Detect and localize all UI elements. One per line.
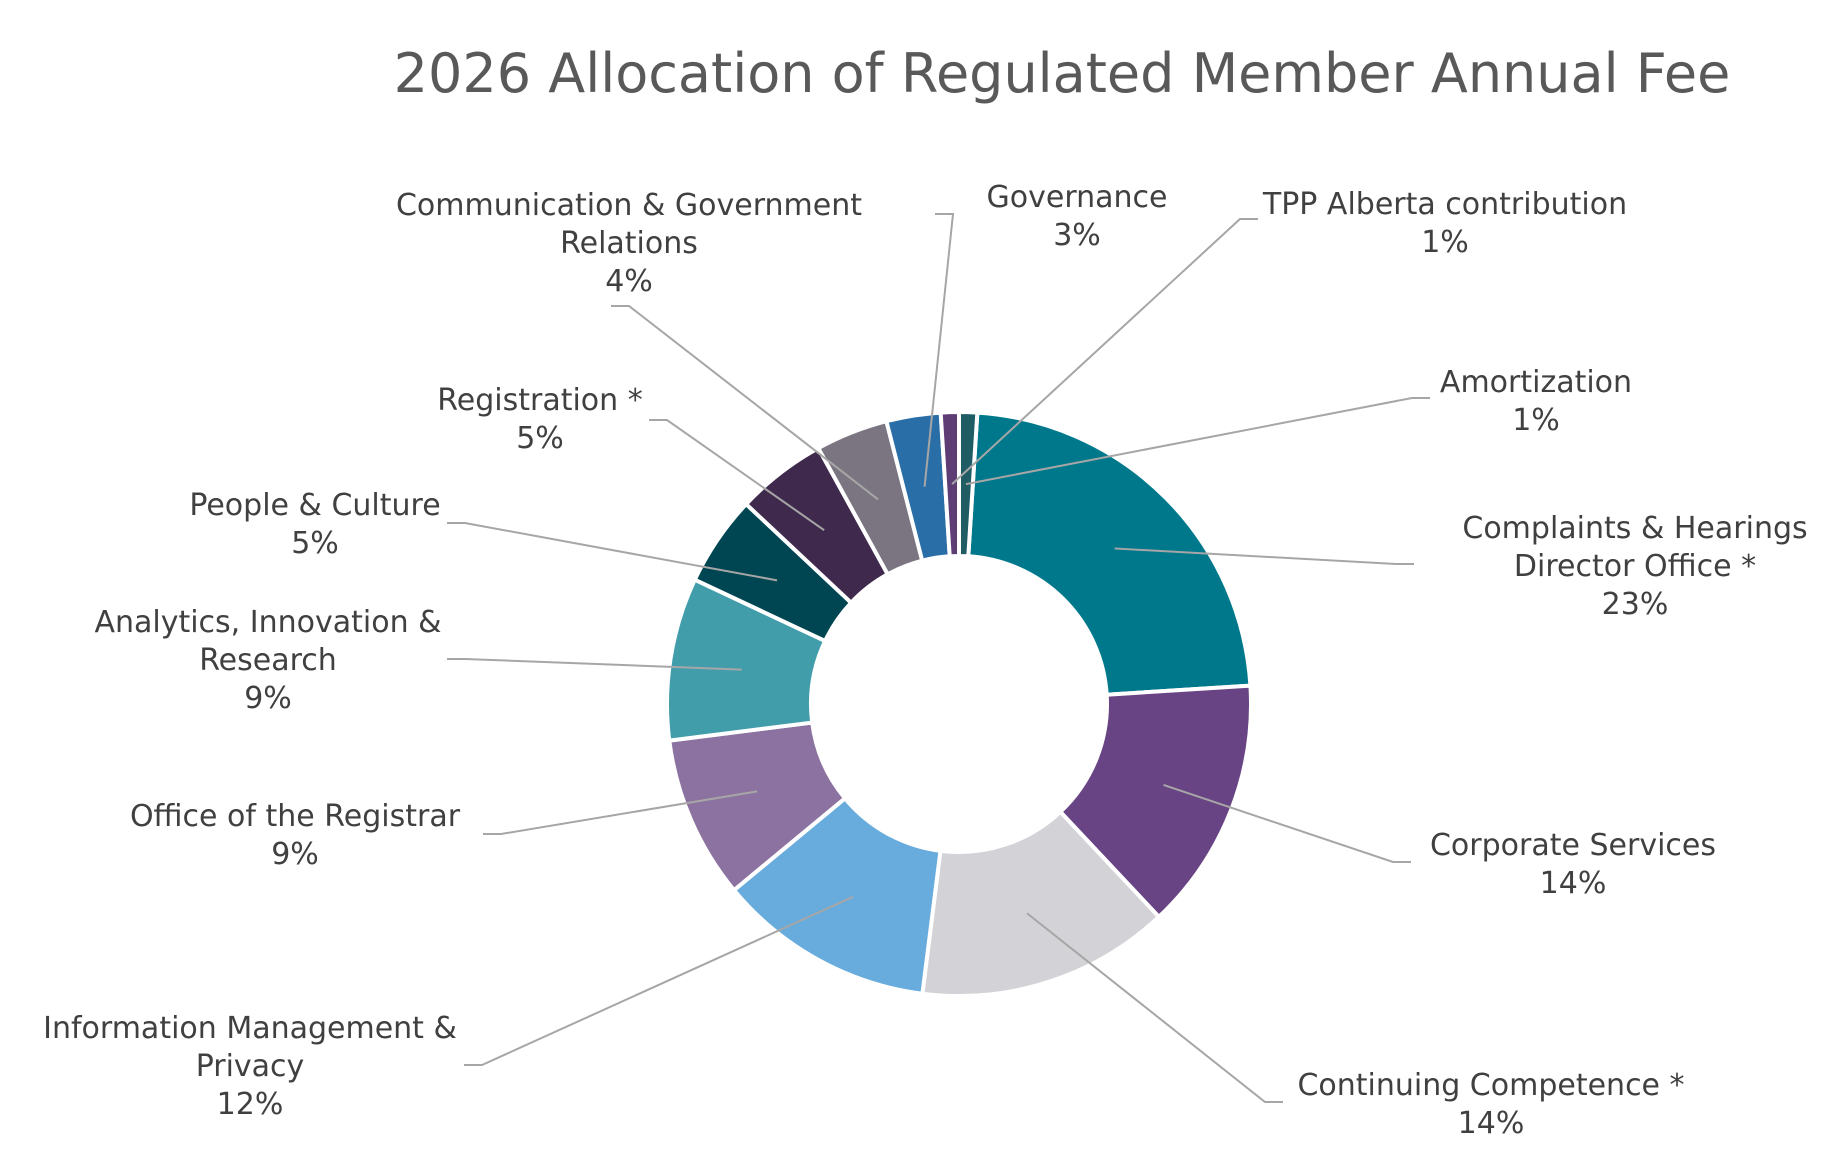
donut-slices xyxy=(665,409,1253,998)
leader-line xyxy=(951,218,1258,485)
slice-label: Corporate Services 14% xyxy=(1430,828,1716,901)
slice-category-label: Complaints & Hearings xyxy=(1462,511,1807,546)
leader-line xyxy=(1026,912,1283,1103)
slice-value-label: 14% xyxy=(1540,866,1607,901)
slice-label: Communication & Government Relations 4% xyxy=(396,188,862,299)
leader-line xyxy=(447,522,778,582)
donut-slice xyxy=(966,410,1253,697)
slice-label: Amortization 1% xyxy=(1440,365,1632,438)
leader-line xyxy=(1114,547,1414,565)
leader-line xyxy=(965,397,1430,486)
slice-label: Governance 3% xyxy=(987,180,1168,253)
slice-label: Analytics, Innovation & Research 9% xyxy=(94,605,441,716)
leader-lines xyxy=(447,213,1430,1103)
slice-category-label: Office of the Registrar xyxy=(130,799,461,834)
leader-line xyxy=(483,790,758,835)
slice-value-label: 5% xyxy=(291,526,339,561)
slice-label: Information Management & Privacy 12% xyxy=(43,1011,457,1122)
slice-labels: Complaints & Hearings Director Office * 23… xyxy=(43,180,1808,1141)
leader-line xyxy=(649,419,825,531)
slice-value-label: 4% xyxy=(605,264,653,299)
leader-line xyxy=(464,895,854,1066)
slice-value-label: 3% xyxy=(1053,218,1101,253)
slice-category-label: People & Culture xyxy=(189,488,440,523)
slice-value-label: 9% xyxy=(244,681,292,716)
slice-label: Registration * 5% xyxy=(437,383,642,456)
slice-value-label: 1% xyxy=(1421,225,1469,260)
donut-slice xyxy=(920,809,1162,998)
leader-line xyxy=(1163,784,1411,863)
slice-category-label: Registration * xyxy=(437,383,642,418)
slice-label: TPP Alberta contribution 1% xyxy=(1262,187,1627,260)
slice-value-label: 1% xyxy=(1512,403,1560,438)
slice-value-label: 9% xyxy=(271,837,319,872)
slice-category-label: Director Office * xyxy=(1514,549,1756,584)
slice-category-label: Research xyxy=(199,643,337,678)
slice-category-label: Privacy xyxy=(196,1049,305,1084)
slice-category-label: TPP Alberta contribution xyxy=(1262,187,1627,222)
slice-category-label: Continuing Competence * xyxy=(1297,1068,1684,1103)
leader-line xyxy=(447,658,742,671)
slice-category-label: Communication & Government xyxy=(396,188,862,223)
chart-title: 2026 Allocation of Regulated Member Annu… xyxy=(394,42,1731,105)
slice-value-label: 14% xyxy=(1458,1106,1525,1141)
slice-label: Office of the Registrar 9% xyxy=(130,799,461,872)
slice-category-label: Amortization xyxy=(1440,365,1632,400)
slice-value-label: 5% xyxy=(516,421,564,456)
slice-category-label: Information Management & xyxy=(43,1011,457,1046)
slice-category-label: Relations xyxy=(560,226,698,261)
slice-label: People & Culture 5% xyxy=(189,488,440,561)
leader-line xyxy=(611,305,879,501)
slice-label: Complaints & Hearings Director Office * 23… xyxy=(1462,511,1807,622)
slice-label: Continuing Competence * 14% xyxy=(1297,1068,1684,1141)
slice-value-label: 23% xyxy=(1602,587,1669,622)
slice-value-label: 12% xyxy=(217,1087,284,1122)
slice-category-label: Corporate Services xyxy=(1430,828,1716,863)
slice-category-label: Governance xyxy=(987,180,1168,215)
donut-slice xyxy=(1057,683,1253,920)
leader-line xyxy=(923,213,955,487)
slice-category-label: Analytics, Innovation & xyxy=(94,605,441,640)
